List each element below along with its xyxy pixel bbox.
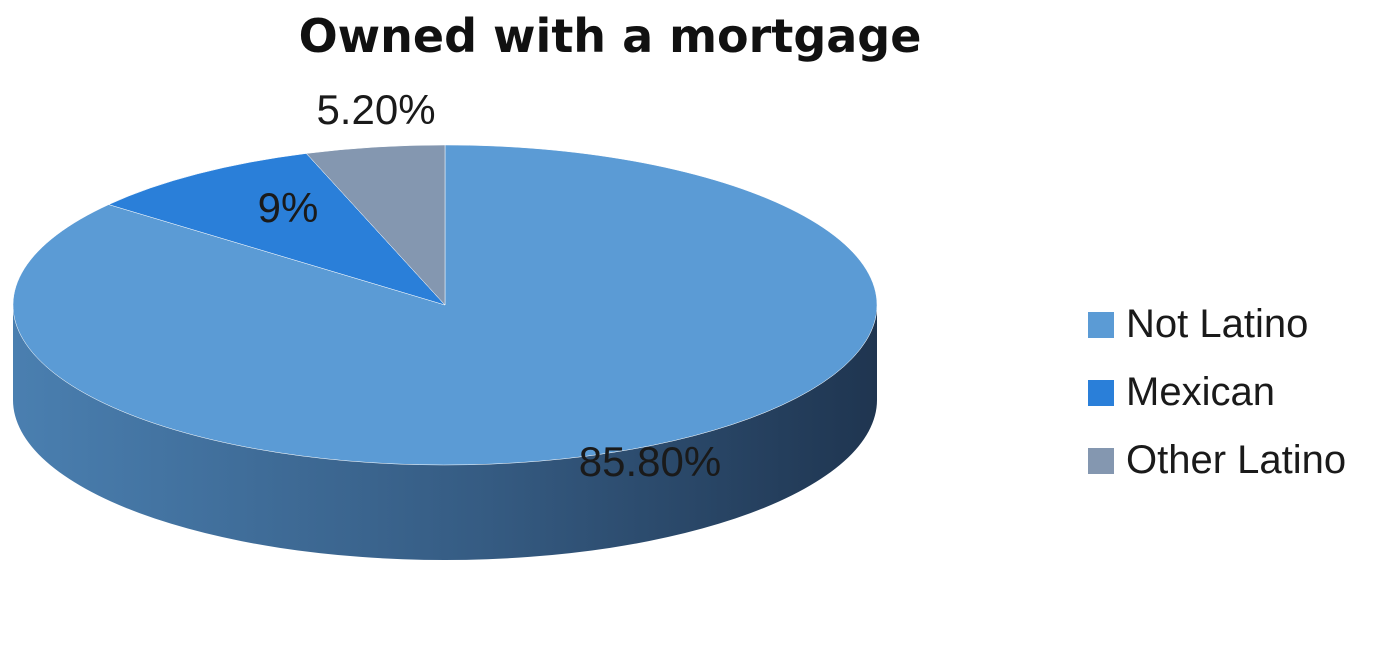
legend-item-mexican: Mexican xyxy=(1088,370,1275,414)
legend-label-mexican: Mexican xyxy=(1126,370,1275,414)
legend-item-not-latino: Not Latino xyxy=(1088,302,1308,346)
data-label-mexican: 9% xyxy=(258,184,319,231)
legend-swatch-not-latino xyxy=(1088,312,1114,338)
pie-layer xyxy=(12,144,878,560)
legend-label-other-latino: Other Latino xyxy=(1126,438,1346,482)
legend-swatch-mexican xyxy=(1088,380,1114,406)
pie-slice-mexican xyxy=(107,153,446,306)
data-label-not-latino: 85.80% xyxy=(579,438,721,485)
pie-slice-not-latino xyxy=(12,144,878,466)
chart-title: Owned with a mortgage xyxy=(299,9,922,63)
legend: Not Latino Mexican Other Latino xyxy=(1088,302,1346,482)
data-label-layer: 85.80% 9% 5.20% xyxy=(258,86,722,485)
legend-item-other-latino: Other Latino xyxy=(1088,438,1346,482)
data-label-other-latino: 5.20% xyxy=(316,86,435,133)
pie-side-not-latino xyxy=(13,305,877,560)
legend-swatch-other-latino xyxy=(1088,448,1114,474)
legend-label-not-latino: Not Latino xyxy=(1126,302,1308,346)
pie-slice-other-latino xyxy=(305,144,446,306)
